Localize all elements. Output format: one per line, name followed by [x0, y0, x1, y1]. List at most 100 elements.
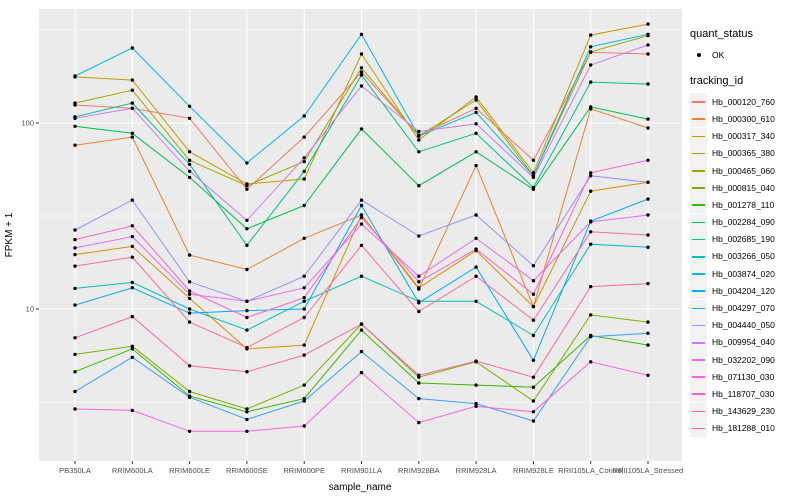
series-color-line-icon	[692, 118, 705, 121]
data-point	[417, 280, 421, 284]
data-point	[302, 274, 306, 278]
data-point	[589, 313, 593, 317]
data-point	[130, 131, 134, 135]
data-point	[302, 299, 306, 303]
data-point	[130, 135, 134, 139]
legend-key-swatch	[690, 299, 707, 317]
series-color-line-icon	[692, 187, 705, 189]
data-point	[474, 163, 478, 168]
series-color-line-icon	[692, 273, 705, 275]
data-point	[130, 88, 134, 92]
data-point	[531, 171, 536, 175]
data-point	[646, 320, 650, 324]
legend-key-swatch	[690, 196, 707, 214]
legend-item: Hb_004297_070	[690, 299, 798, 317]
data-point	[359, 213, 364, 217]
data-point	[73, 143, 77, 147]
data-point	[646, 373, 650, 377]
legend-key-swatch	[690, 213, 707, 231]
ok-point-icon	[690, 46, 707, 63]
legend-item: Hb_032202_090	[690, 351, 798, 369]
legend-item-label: Hb_181288_010	[712, 423, 775, 434]
data-point	[531, 158, 536, 162]
legend-key-swatch	[690, 230, 707, 248]
data-point	[130, 224, 134, 228]
data-point	[130, 106, 134, 111]
data-point	[73, 336, 77, 340]
data-point	[531, 419, 536, 423]
data-point	[130, 280, 134, 285]
data-point	[187, 320, 192, 324]
data-point	[646, 180, 650, 184]
series-color-line-icon	[692, 393, 705, 396]
series-color-line-icon	[692, 290, 705, 292]
data-point	[417, 396, 421, 401]
series-color-line-icon	[692, 255, 705, 258]
data-point	[417, 274, 421, 278]
data-point	[187, 289, 192, 293]
data-point	[474, 98, 478, 102]
data-point	[646, 126, 650, 130]
legend-item: Hb_000300_610	[690, 110, 798, 128]
data-point	[130, 286, 134, 290]
legend-item: Hb_181288_010	[690, 419, 798, 437]
data-point	[646, 197, 650, 201]
legend: quant_status OK tracking_id Hb_000120_76…	[690, 28, 798, 437]
legend-key-swatch	[690, 385, 707, 403]
data-point	[302, 343, 306, 347]
data-point	[589, 174, 593, 178]
legend-title-quant-status: quant_status	[690, 28, 753, 40]
data-point	[187, 162, 192, 166]
data-point	[187, 280, 192, 284]
data-point	[417, 138, 421, 142]
legend-key-swatch	[690, 402, 707, 420]
data-point	[589, 242, 593, 246]
data-point	[646, 22, 650, 26]
legend-item-label: Hb_003874_020	[712, 268, 775, 279]
legend-item-label: Hb_004440_050	[712, 320, 775, 331]
legend-item: Hb_000365_380	[690, 144, 798, 162]
legend-item: Hb_000317_340	[690, 127, 798, 145]
legend-item-label: Hb_002284_090	[712, 217, 775, 228]
series-color-line-icon	[692, 427, 705, 430]
data-point	[417, 309, 421, 314]
data-point	[474, 359, 478, 363]
legend-item-label: Hb_009954_040	[712, 337, 775, 348]
x-tick-label: RRIM901LA	[341, 466, 382, 475]
data-point	[359, 222, 364, 226]
data-point	[417, 150, 421, 154]
data-point	[474, 236, 478, 240]
data-point	[302, 307, 306, 311]
data-point	[187, 296, 192, 301]
series-color-line-icon	[692, 307, 705, 310]
legend-item: Hb_118707_030	[690, 385, 798, 403]
data-point	[474, 274, 478, 278]
data-point	[589, 80, 593, 84]
data-point	[359, 73, 364, 77]
data-point	[589, 220, 593, 224]
data-point	[474, 131, 478, 135]
legend-item: Hb_143629_230	[690, 402, 798, 420]
data-point	[646, 158, 650, 162]
data-point	[245, 299, 249, 303]
legend-item-label: Hb_071130_030	[712, 371, 775, 382]
data-point	[474, 383, 478, 387]
data-point	[646, 281, 650, 286]
legend-item: Hb_002284_090	[690, 213, 798, 231]
data-point	[359, 349, 364, 354]
y-tick-label: 100	[21, 119, 34, 128]
data-point	[73, 264, 77, 268]
x-tick-label: RRIM600SE	[226, 466, 268, 475]
data-point	[245, 187, 249, 191]
legend-item: Hb_009954_040	[690, 333, 798, 351]
data-point	[359, 243, 364, 247]
data-point	[302, 383, 306, 387]
data-point	[187, 104, 192, 109]
data-point	[589, 284, 593, 289]
data-point	[359, 322, 364, 326]
series-color-line-icon	[692, 359, 705, 361]
series-color-line-icon	[692, 170, 705, 172]
legend-item: Hb_003874_020	[690, 265, 798, 283]
data-point	[302, 203, 306, 208]
